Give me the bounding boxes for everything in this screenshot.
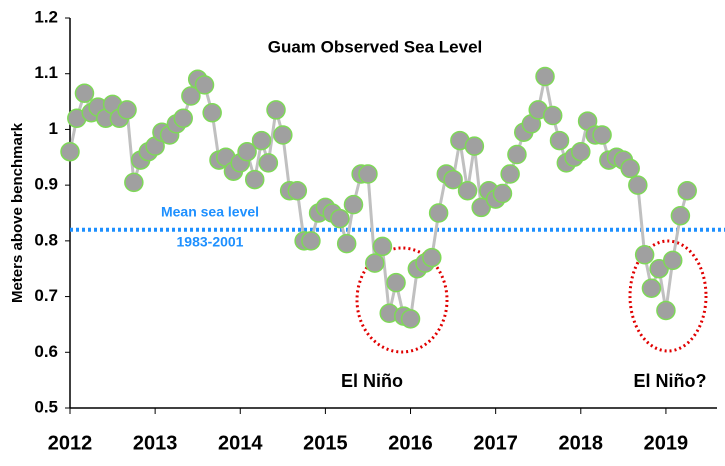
x-tick-label: 2019 xyxy=(644,432,689,454)
data-point xyxy=(428,203,449,223)
data-point xyxy=(273,125,293,145)
annotation: El Niño xyxy=(341,371,403,391)
y-tick-label: 0.9 xyxy=(34,175,58,194)
data-point xyxy=(74,83,95,103)
data-point xyxy=(592,125,612,145)
data-point xyxy=(507,144,527,165)
data-point xyxy=(422,247,442,268)
data-point xyxy=(542,105,563,126)
data-point xyxy=(535,66,555,87)
highlight-circle xyxy=(355,246,449,354)
annotation: El Niño? xyxy=(634,371,707,391)
data-point xyxy=(336,233,357,254)
data-point xyxy=(251,130,272,151)
y-tick-label: 1 xyxy=(49,119,58,138)
x-tick-label: 2014 xyxy=(218,432,263,454)
data-point xyxy=(202,102,222,123)
data-point xyxy=(500,164,520,184)
data-point xyxy=(124,172,144,193)
data-point xyxy=(386,272,406,293)
x-tick-label: 2018 xyxy=(559,432,604,454)
data-point xyxy=(571,141,591,162)
data-point xyxy=(641,278,662,298)
data-point xyxy=(181,86,201,106)
data-point xyxy=(677,180,697,201)
data-point xyxy=(464,136,485,156)
y-tick-label: 0.5 xyxy=(34,397,58,416)
highlight-circle xyxy=(628,239,708,353)
y-tick-label: 0.6 xyxy=(34,342,58,361)
data-point xyxy=(400,309,421,329)
y-tick-label: 0.8 xyxy=(34,230,58,249)
x-tick-label: 2012 xyxy=(48,432,93,454)
data-point xyxy=(258,153,279,173)
data-point xyxy=(549,130,570,151)
reference-sublabel: 1983-2001 xyxy=(177,233,244,249)
data-point xyxy=(620,158,640,179)
chart-title: Guam Observed Sea Level xyxy=(268,37,483,56)
data-point xyxy=(471,197,491,218)
data-point xyxy=(372,236,393,257)
reference-label: Mean sea level xyxy=(161,203,259,219)
data-point xyxy=(287,180,308,201)
data-point xyxy=(60,141,80,162)
x-tick-label: 2016 xyxy=(388,432,433,454)
data-point xyxy=(365,253,385,273)
data-point xyxy=(628,175,648,195)
data-point xyxy=(670,206,691,226)
y-tick-label: 0.7 xyxy=(34,286,58,305)
data-point xyxy=(343,194,364,215)
data-point xyxy=(358,164,378,184)
data-point xyxy=(117,100,137,120)
data-point xyxy=(301,231,321,251)
data-point xyxy=(173,108,193,129)
x-tick-label: 2015 xyxy=(303,432,348,454)
data-point xyxy=(634,245,655,265)
data-point xyxy=(194,75,215,95)
data-point xyxy=(266,100,286,120)
data-point xyxy=(662,250,683,271)
y-axis-label: Meters above benchmark xyxy=(9,122,26,303)
data-point xyxy=(443,169,463,190)
data-point xyxy=(244,169,265,190)
data-point xyxy=(457,180,478,201)
data-point xyxy=(656,300,676,321)
data-point xyxy=(237,141,257,162)
y-tick-label: 1.2 xyxy=(34,7,58,26)
data-point xyxy=(330,208,350,229)
data-point xyxy=(492,183,513,204)
x-tick-label: 2017 xyxy=(473,432,518,454)
x-tick-label: 2013 xyxy=(133,432,178,454)
y-tick-label: 1.1 xyxy=(34,63,58,82)
data-line xyxy=(68,76,689,321)
